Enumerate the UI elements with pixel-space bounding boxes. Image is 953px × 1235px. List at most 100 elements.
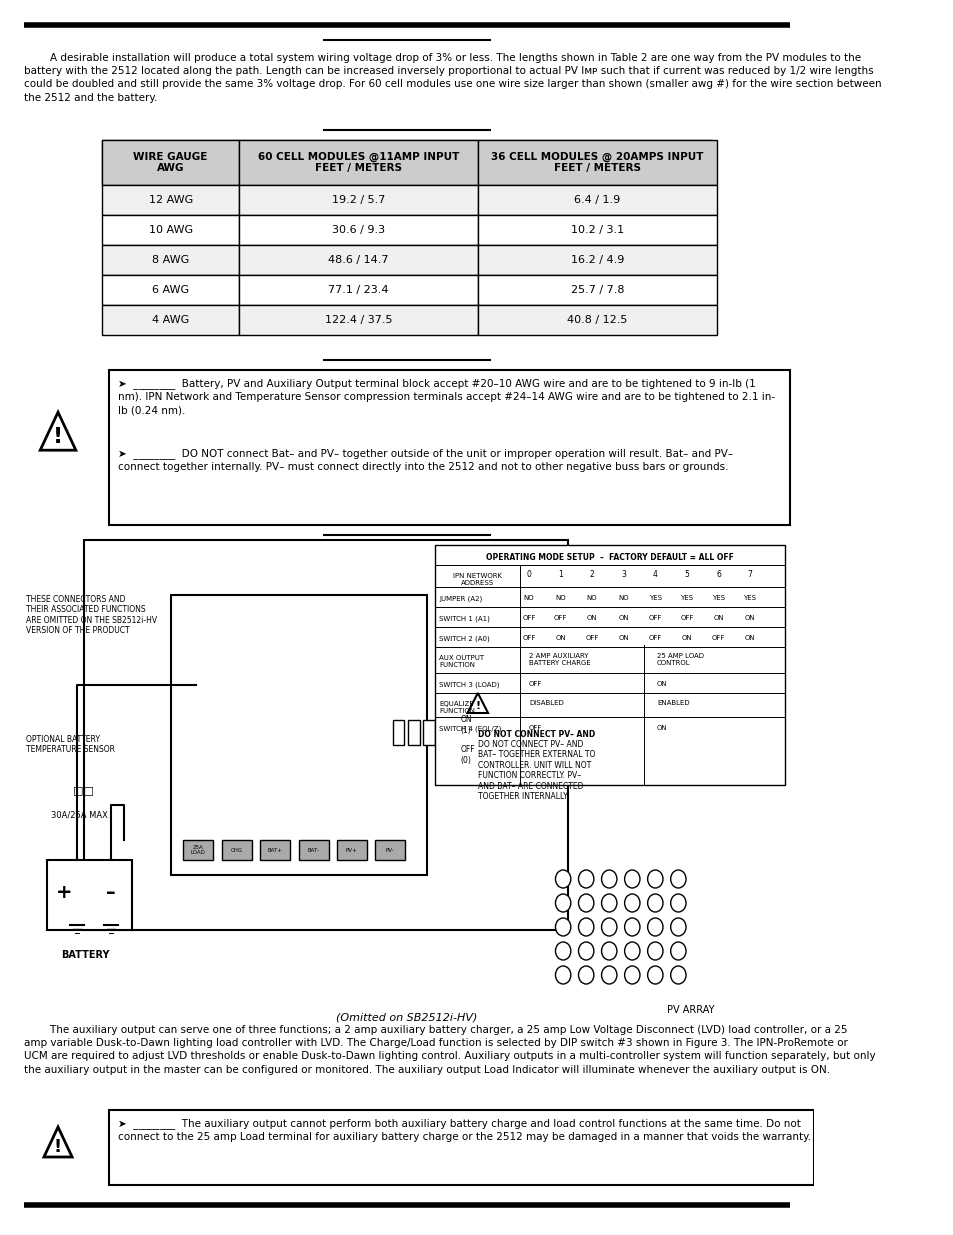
Bar — [109, 370, 789, 525]
Bar — [336, 840, 367, 860]
Bar — [477, 275, 716, 305]
Text: (Omitted on SB2512i-HV): (Omitted on SB2512i-HV) — [336, 1013, 477, 1023]
Text: 30.6 / 9.3: 30.6 / 9.3 — [332, 225, 384, 235]
Bar — [222, 840, 252, 860]
Text: 8 AWG: 8 AWG — [152, 254, 189, 266]
Text: 30A/25A MAX: 30A/25A MAX — [51, 810, 108, 819]
FancyBboxPatch shape — [102, 140, 711, 185]
Text: PV+: PV+ — [345, 847, 357, 852]
Text: OFF: OFF — [679, 615, 693, 621]
Text: 77.1 / 23.4: 77.1 / 23.4 — [328, 285, 388, 295]
Circle shape — [624, 894, 639, 911]
Text: YES: YES — [679, 595, 693, 601]
Bar — [171, 595, 426, 876]
Bar — [477, 305, 716, 335]
Text: NO: NO — [586, 595, 597, 601]
Text: 25 AMP LOAD
CONTROL: 25 AMP LOAD CONTROL — [657, 653, 703, 666]
Circle shape — [647, 918, 662, 936]
Bar — [238, 305, 477, 335]
Text: OPTIONAL BATTERY
TEMPERATURE SENSOR: OPTIONAL BATTERY TEMPERATURE SENSOR — [26, 735, 114, 755]
Text: PV ARRAY: PV ARRAY — [667, 1005, 714, 1015]
Text: 1: 1 — [558, 571, 562, 579]
Circle shape — [578, 966, 594, 984]
Text: YES: YES — [742, 595, 756, 601]
Text: 25A
LOAD: 25A LOAD — [191, 845, 205, 856]
Bar — [477, 215, 716, 245]
Bar — [47, 860, 132, 930]
Bar — [238, 275, 477, 305]
Text: CHG: CHG — [230, 847, 242, 852]
Text: ON: ON — [657, 725, 667, 731]
Text: YES: YES — [711, 595, 724, 601]
Text: DISABLED: DISABLED — [529, 700, 563, 706]
Text: 2 AMP AUXILIARY
BATTERY CHARGE: 2 AMP AUXILIARY BATTERY CHARGE — [529, 653, 590, 666]
Text: BAT+: BAT+ — [267, 847, 282, 852]
Text: 7: 7 — [747, 571, 752, 579]
Text: ➤  ________  The auxiliary output cannot perform both auxiliary battery charge a: ➤ ________ The auxiliary output cannot p… — [117, 1118, 810, 1142]
Text: ON: ON — [744, 635, 755, 641]
Bar — [102, 245, 238, 275]
Text: 10 AWG: 10 AWG — [149, 225, 193, 235]
Text: 6 AWG: 6 AWG — [152, 285, 189, 295]
Bar — [477, 245, 716, 275]
Bar — [102, 140, 238, 185]
Bar — [438, 720, 450, 745]
Text: ➤  ________  Battery, PV and Auxiliary Output terminal block accept #20–10 AWG w: ➤ ________ Battery, PV and Auxiliary Out… — [117, 378, 774, 415]
Text: 4: 4 — [652, 571, 657, 579]
Circle shape — [578, 942, 594, 960]
Text: ON: ON — [555, 635, 565, 641]
Circle shape — [601, 942, 617, 960]
Text: 3: 3 — [620, 571, 625, 579]
Circle shape — [647, 894, 662, 911]
Text: AUX OUTPUT
FUNCTION: AUX OUTPUT FUNCTION — [439, 655, 484, 668]
Text: 25.7 / 7.8: 25.7 / 7.8 — [570, 285, 623, 295]
Circle shape — [555, 966, 570, 984]
Text: □□: □□ — [73, 785, 94, 795]
Text: SWITCH 1 (A1): SWITCH 1 (A1) — [439, 615, 490, 621]
Text: The auxiliary output can serve one of three functions; a 2 amp auxiliary battery: The auxiliary output can serve one of th… — [24, 1025, 875, 1074]
Text: 12 AWG: 12 AWG — [149, 195, 193, 205]
Text: NO: NO — [618, 595, 628, 601]
Text: NO: NO — [555, 595, 565, 601]
Text: YES: YES — [648, 595, 661, 601]
Circle shape — [647, 869, 662, 888]
Bar — [238, 245, 477, 275]
Text: !: ! — [54, 1137, 62, 1156]
Circle shape — [647, 966, 662, 984]
Text: 4 AWG: 4 AWG — [152, 315, 189, 325]
Text: 6: 6 — [716, 571, 720, 579]
Circle shape — [670, 942, 685, 960]
Text: OFF: OFF — [529, 725, 542, 731]
Text: OFF: OFF — [522, 635, 536, 641]
Text: ON
(1): ON (1) — [460, 715, 472, 735]
Text: 40.8 / 12.5: 40.8 / 12.5 — [566, 315, 627, 325]
Text: ON: ON — [713, 615, 723, 621]
Text: 0: 0 — [526, 571, 531, 579]
Circle shape — [555, 894, 570, 911]
Bar — [102, 305, 238, 335]
Text: SWITCH 3 (LOAD): SWITCH 3 (LOAD) — [439, 680, 499, 688]
Text: ON: ON — [586, 615, 597, 621]
Bar — [102, 215, 238, 245]
Circle shape — [578, 918, 594, 936]
Circle shape — [601, 918, 617, 936]
Text: OPERATING MODE SETUP  –  FACTORY DEFAULT = ALL OFF: OPERATING MODE SETUP – FACTORY DEFAULT =… — [486, 553, 733, 562]
Text: ON: ON — [618, 615, 628, 621]
Text: OFF: OFF — [554, 615, 567, 621]
Text: OFF: OFF — [648, 635, 661, 641]
Text: 48.6 / 14.7: 48.6 / 14.7 — [328, 254, 388, 266]
Text: BAT-: BAT- — [307, 847, 318, 852]
Polygon shape — [44, 1128, 72, 1157]
Text: 2: 2 — [589, 571, 594, 579]
Circle shape — [601, 894, 617, 911]
Text: 10.2 / 3.1: 10.2 / 3.1 — [570, 225, 623, 235]
Text: 16.2 / 4.9: 16.2 / 4.9 — [570, 254, 623, 266]
Text: ➤  ________  DO NOT connect Bat– and PV– together outside of the unit or imprope: ➤ ________ DO NOT connect Bat– and PV– t… — [117, 448, 732, 472]
Bar — [109, 1110, 813, 1186]
Circle shape — [578, 869, 594, 888]
Text: DO NOT CONNECT PV– AND: DO NOT CONNECT PV– AND — [477, 730, 595, 739]
Text: !: ! — [53, 427, 63, 447]
Circle shape — [624, 942, 639, 960]
Text: PV-: PV- — [385, 847, 394, 852]
Text: OFF: OFF — [585, 635, 598, 641]
